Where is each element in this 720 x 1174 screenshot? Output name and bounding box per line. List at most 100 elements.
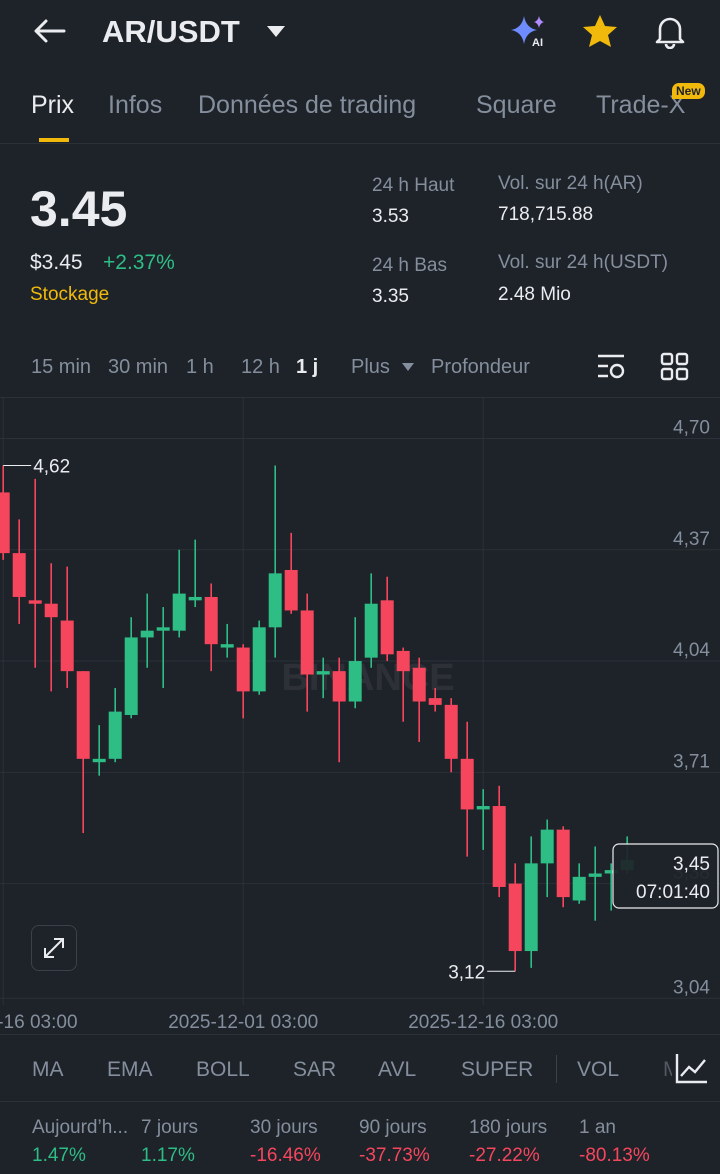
divider <box>0 143 720 144</box>
last-price-box <box>612 843 719 909</box>
annotation-label: 3,12 <box>448 962 485 983</box>
candle-body <box>300 610 314 675</box>
period-label: 1 an <box>579 1117 616 1138</box>
candle-body <box>76 671 90 759</box>
candle-body <box>588 873 602 877</box>
y-tick-label: 4,04 <box>673 640 710 661</box>
interval[interactable]: Plus <box>351 356 390 378</box>
divider <box>0 1034 720 1035</box>
candle-body <box>572 876 586 901</box>
indicator[interactable]: AVL <box>378 1058 417 1081</box>
tab[interactable]: Trade-X <box>596 91 686 119</box>
candle-body <box>28 600 42 604</box>
pair-dropdown[interactable] <box>266 24 286 38</box>
ai-icon[interactable]: AI <box>510 14 550 50</box>
candle-body <box>252 627 266 692</box>
x-tick-label: 2025-11-16 03:00 <box>0 1012 78 1033</box>
candle-body <box>156 627 170 631</box>
interval[interactable]: 30 min <box>108 356 169 378</box>
stat-value: 2.48 Mio <box>498 284 571 305</box>
stat-value: 3.35 <box>372 286 409 307</box>
candle-body <box>0 492 10 554</box>
period-label: 7 jours <box>141 1117 199 1138</box>
stat-label: 24 h Bas <box>372 255 447 276</box>
svg-text:AI: AI <box>532 37 543 49</box>
period-change: -16.46% <box>250 1145 321 1166</box>
new-badge: New <box>672 83 705 99</box>
tab[interactable]: Square <box>476 91 557 119</box>
usd-price: $3.45 <box>30 251 83 274</box>
candle-body <box>172 593 186 631</box>
period-label: 90 jours <box>359 1117 427 1138</box>
candle-body <box>12 553 26 597</box>
stat-label: Vol. sur 24 h(USDT) <box>498 252 668 273</box>
indicator[interactable]: MACD <box>663 1059 673 1080</box>
pair-title[interactable]: AR/USDT <box>102 14 240 49</box>
candle-body <box>108 711 122 759</box>
more-dropdown[interactable] <box>401 362 415 372</box>
candle-body <box>92 758 106 763</box>
divider <box>0 397 720 398</box>
chart-settings-icon[interactable] <box>596 352 628 382</box>
period-change: -27.22% <box>469 1145 540 1166</box>
interval[interactable]: 15 min <box>31 356 92 378</box>
candle-body <box>428 698 442 705</box>
interval[interactable]: Profondeur <box>431 356 530 378</box>
tab[interactable]: Prix <box>31 91 75 119</box>
divider <box>0 1101 720 1102</box>
indicator[interactable]: EMA <box>107 1058 153 1081</box>
layout-icon[interactable] <box>660 352 690 382</box>
countdown: 07:01:40 <box>636 882 710 903</box>
candle-body <box>380 600 394 655</box>
favorite-star[interactable] <box>582 14 618 48</box>
x-tick-label: 2025-12-01 03:00 <box>168 1012 318 1033</box>
separator <box>556 1055 557 1083</box>
candle-body <box>44 603 58 618</box>
tab-indicator <box>39 138 69 142</box>
candle-body <box>236 647 250 692</box>
candle-body <box>460 758 474 810</box>
indicator[interactable]: MA <box>32 1058 64 1081</box>
candle-body <box>412 667 426 702</box>
indicator[interactable]: SUPER <box>461 1058 534 1081</box>
annotation-label: 4,62 <box>33 456 70 477</box>
alert-bell[interactable] <box>652 13 688 49</box>
indicator[interactable]: SAR <box>293 1058 337 1081</box>
period-label: 30 jours <box>250 1117 318 1138</box>
y-tick-label: 4,37 <box>673 529 710 550</box>
candle-body <box>316 671 330 675</box>
tag: Stockage <box>30 284 110 305</box>
candle-body <box>508 883 522 952</box>
candle-body <box>284 569 298 611</box>
period-change: 1.47% <box>32 1145 86 1166</box>
candle-body <box>492 806 506 887</box>
indicator[interactable]: BOLL <box>196 1058 250 1081</box>
indicator-settings-icon[interactable] <box>672 1050 712 1086</box>
candle-body <box>268 573 282 628</box>
y-tick-label: 3,71 <box>673 751 710 772</box>
interval[interactable]: 1 h <box>186 356 214 378</box>
candle-body <box>188 596 202 601</box>
y-tick-label: 4,70 <box>673 417 710 438</box>
indicator[interactable]: VOL <box>577 1058 620 1081</box>
interval[interactable]: 12 h <box>241 356 280 378</box>
stat-value: 718,715.88 <box>498 204 594 225</box>
tab[interactable]: Données de trading <box>198 91 417 119</box>
candle-body <box>124 637 138 715</box>
candle-body <box>60 620 74 672</box>
period-change: -80.13% <box>579 1145 650 1166</box>
tab[interactable]: Infos <box>108 91 163 119</box>
period-change: 1.17% <box>141 1145 195 1166</box>
period-change: -37.73% <box>359 1145 430 1166</box>
candle-body <box>396 650 410 672</box>
candle-body <box>220 644 234 648</box>
candle-body <box>540 829 554 864</box>
fullscreen-button[interactable] <box>31 925 77 971</box>
last-price-label: 3,45 <box>673 854 710 875</box>
interval[interactable]: 1 j <box>296 356 319 378</box>
back-button[interactable] <box>30 16 70 46</box>
last-price: 3.45 <box>30 181 128 237</box>
candle-body <box>348 661 362 702</box>
